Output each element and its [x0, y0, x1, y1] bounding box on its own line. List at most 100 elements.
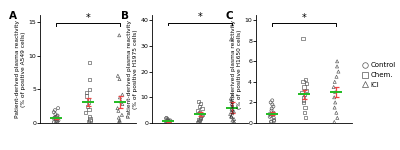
Point: [331, 106, 338, 109]
Point: [231, 118, 237, 120]
Point: [269, 114, 275, 116]
Point: [115, 75, 121, 77]
Point: [83, 95, 90, 97]
Point: [228, 102, 235, 105]
Point: [116, 120, 123, 123]
Point: [195, 121, 201, 124]
Point: [86, 78, 93, 80]
Point: [51, 117, 57, 119]
Point: [268, 101, 274, 104]
Text: C: C: [225, 11, 233, 21]
Point: [197, 112, 203, 114]
Point: [84, 105, 90, 107]
Point: [196, 120, 203, 122]
Point: [52, 113, 58, 116]
Point: [84, 91, 90, 94]
Point: [197, 117, 204, 120]
Point: [164, 118, 171, 120]
Point: [86, 61, 93, 63]
Point: [270, 105, 276, 108]
Text: *: *: [302, 13, 306, 23]
Point: [116, 34, 122, 36]
Point: [334, 117, 340, 119]
Point: [195, 110, 201, 112]
Point: [52, 109, 58, 111]
Point: [167, 119, 174, 122]
Point: [228, 108, 235, 110]
Point: [55, 119, 62, 122]
Point: [301, 86, 307, 88]
Point: [333, 111, 340, 114]
Point: [228, 100, 234, 102]
Point: [300, 81, 306, 83]
Text: *: *: [198, 12, 202, 22]
Point: [163, 121, 169, 124]
Point: [118, 100, 124, 103]
Point: [300, 99, 307, 102]
Point: [268, 110, 275, 112]
Point: [119, 93, 126, 96]
Point: [302, 106, 308, 109]
Point: [268, 115, 274, 117]
Point: [164, 120, 171, 122]
Point: [269, 103, 276, 106]
Point: [116, 119, 123, 122]
Point: [268, 107, 275, 110]
Point: [228, 97, 234, 100]
Point: [115, 110, 122, 112]
Point: [54, 120, 61, 123]
Point: [227, 113, 233, 115]
Point: [300, 101, 307, 104]
Point: [229, 105, 235, 108]
Point: [268, 121, 274, 123]
Point: [195, 100, 202, 102]
Point: [85, 120, 92, 123]
Point: [85, 102, 91, 104]
Point: [228, 115, 234, 118]
Point: [114, 107, 121, 109]
Point: [163, 117, 170, 119]
Point: [269, 99, 276, 102]
Point: [198, 115, 205, 117]
Point: [270, 111, 277, 114]
Point: [271, 120, 278, 122]
Y-axis label: Patient-derived plasma reactivity
(% of positive A549 cells): Patient-derived plasma reactivity (% of …: [15, 20, 26, 118]
Point: [299, 91, 305, 93]
Point: [116, 78, 123, 80]
Point: [228, 38, 234, 41]
Point: [197, 102, 204, 105]
Point: [331, 96, 338, 99]
Point: [54, 115, 60, 117]
Point: [330, 86, 337, 88]
Point: [50, 111, 57, 113]
Y-axis label: Patient-derived plasma reactivity
(% of positive H1650 cells): Patient-derived plasma reactivity (% of …: [231, 20, 242, 118]
Point: [86, 98, 92, 101]
Point: [199, 114, 205, 116]
Point: [86, 115, 93, 117]
Point: [166, 121, 172, 124]
Point: [231, 120, 237, 123]
Point: [229, 119, 236, 122]
Point: [52, 120, 59, 123]
Point: [51, 121, 57, 123]
Point: [199, 108, 205, 110]
Text: A: A: [9, 11, 17, 21]
Text: *: *: [86, 13, 90, 22]
Point: [302, 117, 308, 119]
Point: [166, 120, 172, 122]
Point: [197, 116, 204, 119]
Point: [334, 65, 340, 68]
Point: [82, 112, 89, 114]
Point: [300, 96, 307, 99]
Point: [332, 101, 338, 104]
Point: [271, 119, 277, 121]
Point: [196, 121, 202, 123]
Point: [165, 120, 171, 122]
Point: [119, 103, 126, 105]
Point: [332, 91, 338, 93]
Point: [55, 107, 61, 109]
Point: [268, 120, 274, 123]
Point: [301, 111, 308, 114]
Point: [270, 117, 277, 119]
Point: [164, 121, 170, 123]
